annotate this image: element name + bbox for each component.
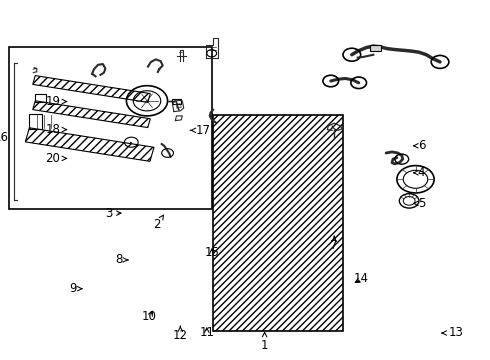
Text: 5: 5 xyxy=(414,197,425,210)
Text: 8: 8 xyxy=(115,253,128,266)
Bar xyxy=(172,99,181,104)
Text: 9: 9 xyxy=(69,282,82,295)
Text: 19: 19 xyxy=(46,95,67,108)
Text: 15: 15 xyxy=(204,246,219,259)
Bar xyxy=(29,114,42,129)
Text: 13: 13 xyxy=(442,327,463,339)
Text: 14: 14 xyxy=(354,273,369,285)
Text: 12: 12 xyxy=(173,326,188,342)
Text: 4: 4 xyxy=(414,166,425,179)
Text: 16: 16 xyxy=(0,131,9,144)
Bar xyxy=(9,47,212,209)
Bar xyxy=(35,94,46,102)
Text: 7: 7 xyxy=(330,236,338,252)
Bar xyxy=(370,45,381,51)
Text: 2: 2 xyxy=(153,215,164,231)
Text: 11: 11 xyxy=(199,327,214,339)
Text: 17: 17 xyxy=(190,124,211,137)
Text: 1: 1 xyxy=(261,332,269,352)
Bar xyxy=(213,115,343,331)
Text: 10: 10 xyxy=(142,310,157,323)
Text: 3: 3 xyxy=(105,207,121,220)
Text: 20: 20 xyxy=(46,152,67,165)
Text: 18: 18 xyxy=(46,123,67,136)
Text: 6: 6 xyxy=(414,139,425,152)
